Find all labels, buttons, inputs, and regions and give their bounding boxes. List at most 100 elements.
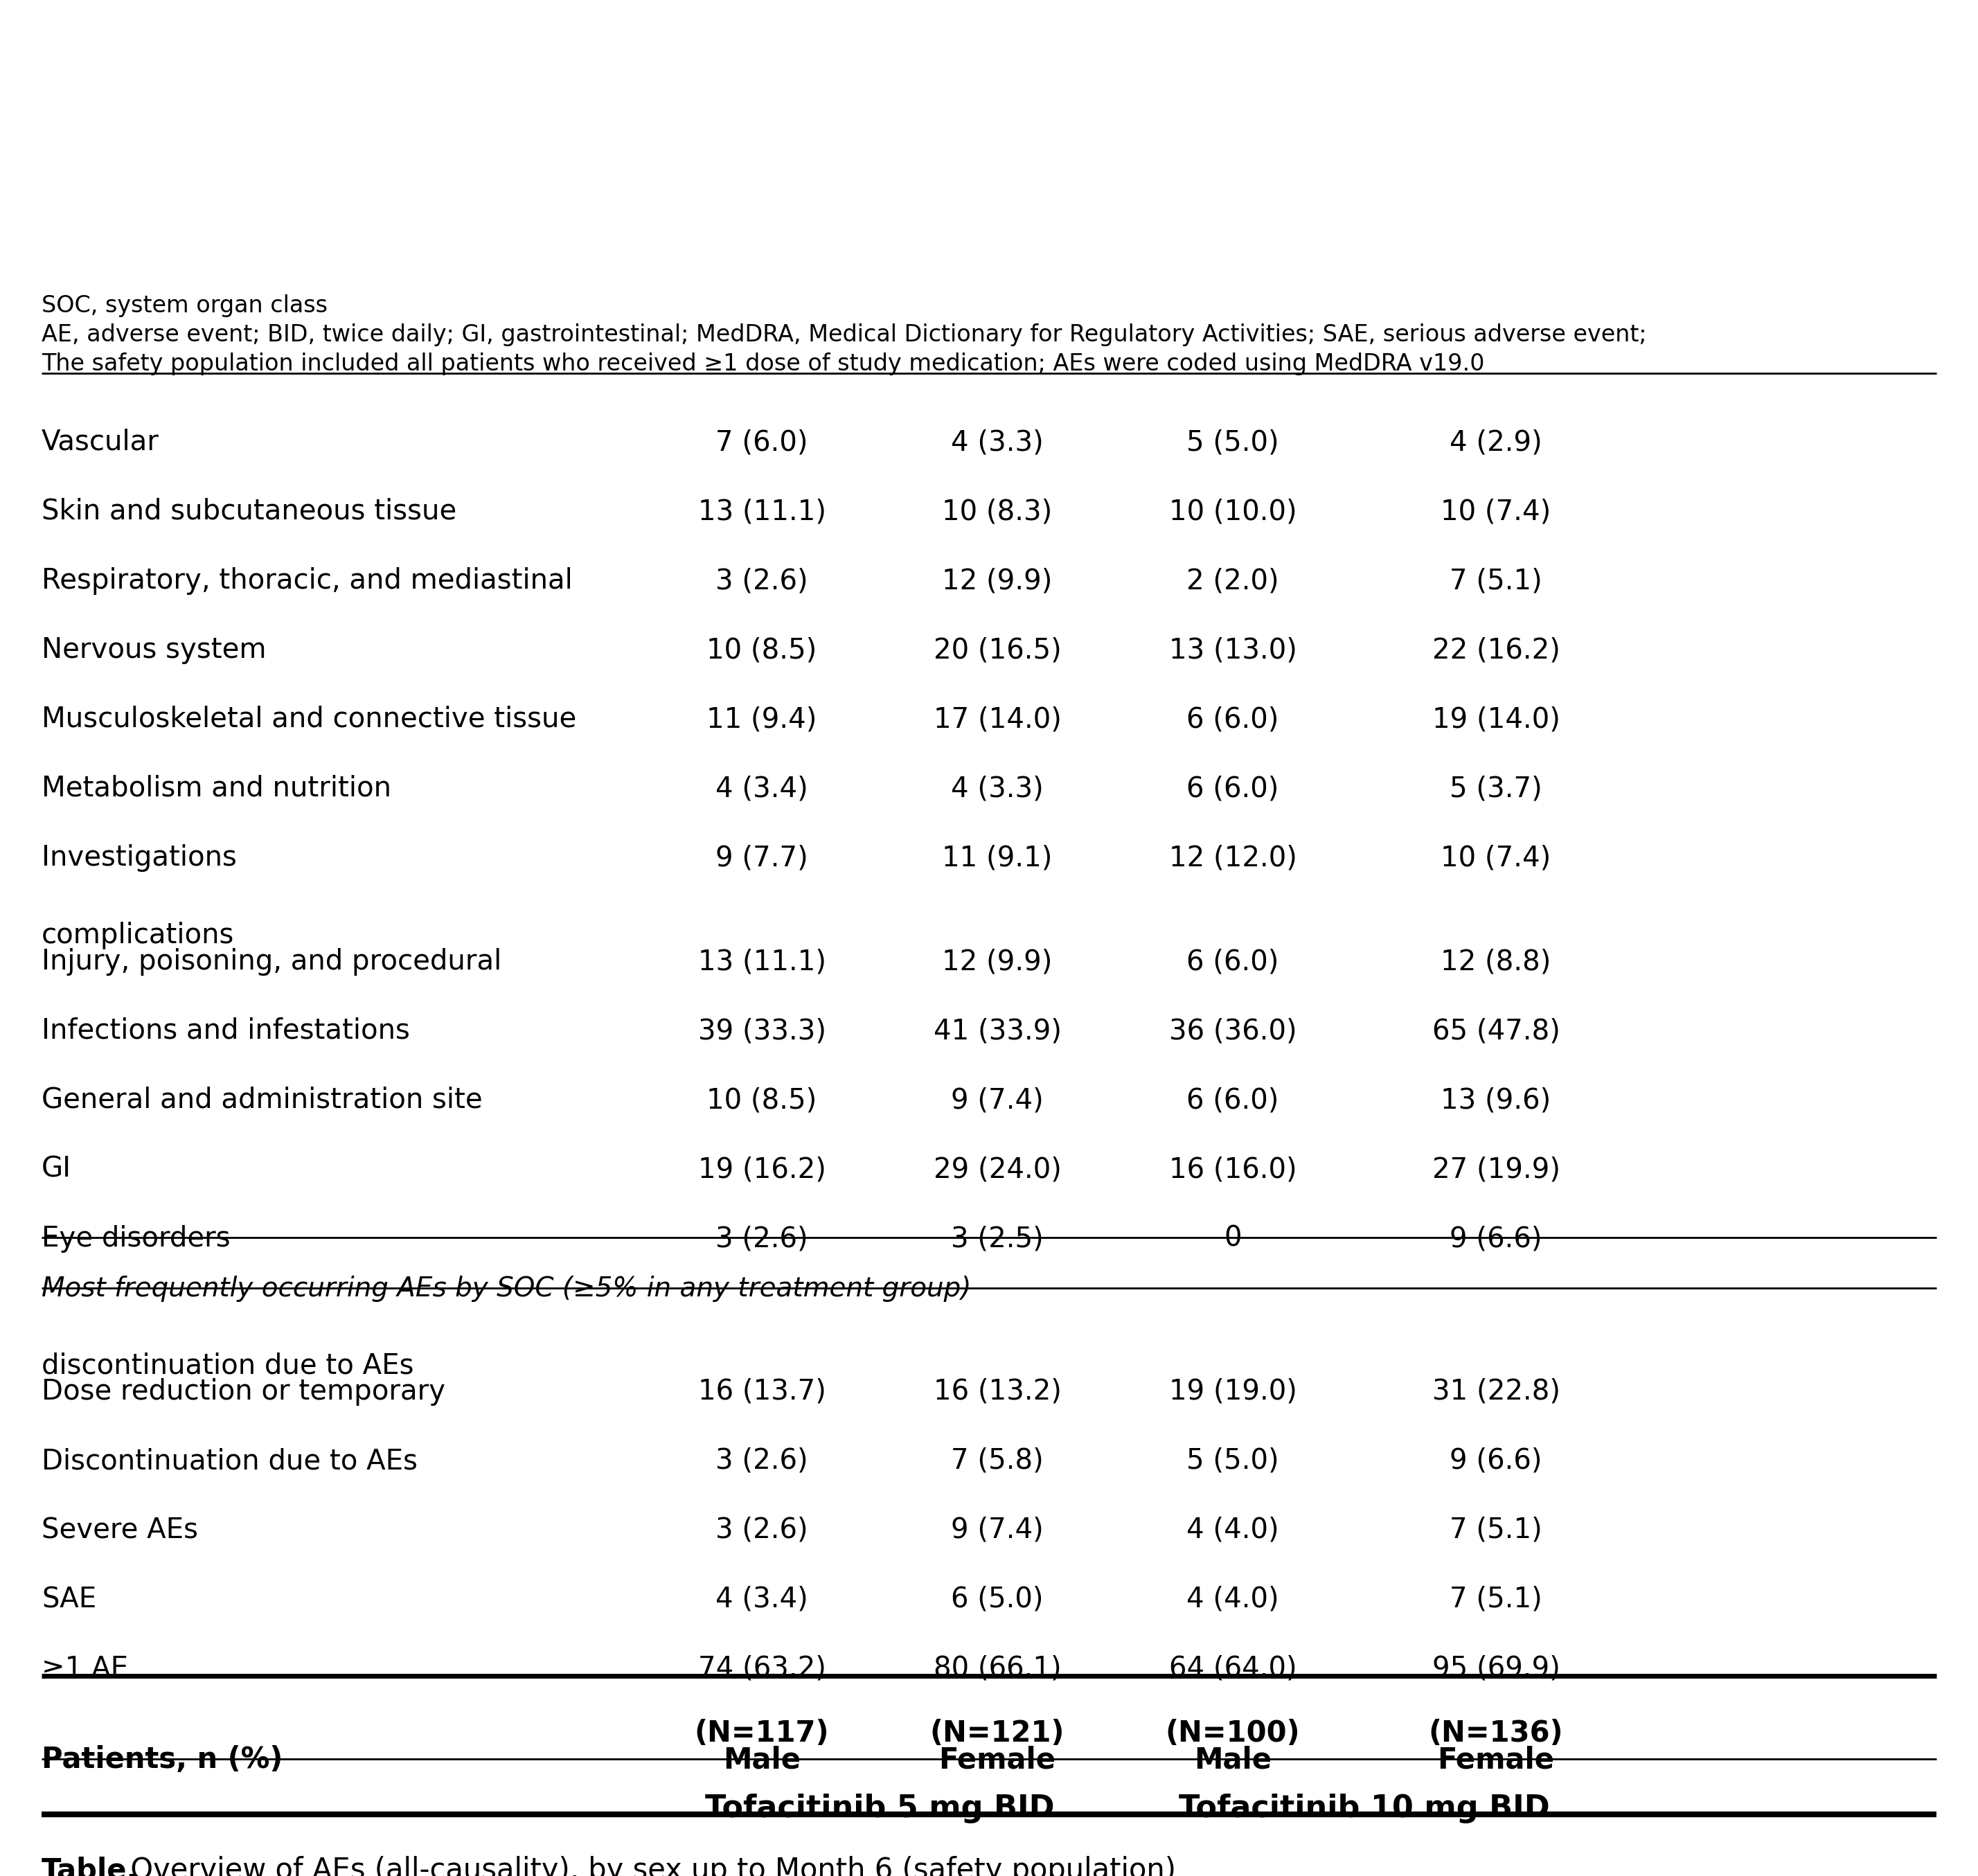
Text: Vascular: Vascular [42, 428, 158, 456]
Text: (N=117): (N=117) [694, 1718, 829, 1748]
Text: General and administration site: General and administration site [42, 1086, 483, 1114]
Text: 0: 0 [1224, 1225, 1242, 1253]
Text: 5 (5.0): 5 (5.0) [1187, 428, 1280, 456]
Text: 16 (13.7): 16 (13.7) [698, 1379, 827, 1405]
Text: 19 (14.0): 19 (14.0) [1432, 705, 1561, 734]
Text: Severe AEs: Severe AEs [42, 1516, 198, 1544]
Text: 12 (8.8): 12 (8.8) [1440, 947, 1551, 976]
Text: 17 (14.0): 17 (14.0) [934, 705, 1062, 734]
Text: Dose reduction or temporary: Dose reduction or temporary [42, 1379, 445, 1405]
Text: 19 (19.0): 19 (19.0) [1169, 1379, 1298, 1405]
Text: Male: Male [1195, 1745, 1272, 1775]
Text: 12 (9.9): 12 (9.9) [942, 947, 1052, 976]
Text: Infections and infestations: Infections and infestations [42, 1017, 409, 1045]
Text: (N=136): (N=136) [1428, 1718, 1563, 1748]
Text: 13 (11.1): 13 (11.1) [698, 497, 827, 525]
Text: complications: complications [42, 921, 233, 949]
Text: 12 (9.9): 12 (9.9) [942, 567, 1052, 595]
Text: 3 (2.6): 3 (2.6) [716, 1448, 809, 1475]
Text: Female: Female [940, 1745, 1056, 1775]
Text: 41 (33.9): 41 (33.9) [934, 1017, 1062, 1045]
Text: Tofacitinib 5 mg BID: Tofacitinib 5 mg BID [704, 1793, 1054, 1823]
Text: 10 (8.5): 10 (8.5) [706, 1086, 817, 1114]
Text: Patients, n (%): Patients, n (%) [42, 1745, 283, 1775]
Text: ≥1 AE: ≥1 AE [42, 1655, 129, 1683]
Text: 2 (2.0): 2 (2.0) [1187, 567, 1280, 595]
Text: 80 (66.1): 80 (66.1) [934, 1655, 1062, 1683]
Text: 4 (3.3): 4 (3.3) [951, 428, 1044, 456]
Text: 29 (24.0): 29 (24.0) [934, 1156, 1062, 1184]
Text: 9 (6.6): 9 (6.6) [1450, 1448, 1543, 1475]
Text: 31 (22.8): 31 (22.8) [1432, 1379, 1561, 1405]
Text: 65 (47.8): 65 (47.8) [1432, 1017, 1561, 1045]
Text: 10 (8.5): 10 (8.5) [706, 636, 817, 664]
Text: 19 (16.2): 19 (16.2) [698, 1156, 827, 1184]
Text: 13 (9.6): 13 (9.6) [1440, 1086, 1551, 1114]
Text: 20 (16.5): 20 (16.5) [934, 636, 1062, 664]
Text: AE, adverse event; BID, twice daily; GI, gastrointestinal; MedDRA, Medical Dicti: AE, adverse event; BID, twice daily; GI,… [42, 323, 1648, 347]
Text: 3 (2.6): 3 (2.6) [716, 1225, 809, 1253]
Text: 4 (3.4): 4 (3.4) [716, 1585, 809, 1613]
Text: 39 (33.3): 39 (33.3) [698, 1017, 827, 1045]
Text: 10 (7.4): 10 (7.4) [1440, 844, 1551, 872]
Text: 7 (5.1): 7 (5.1) [1450, 1516, 1543, 1544]
Text: 7 (5.1): 7 (5.1) [1450, 567, 1543, 595]
Text: 10 (10.0): 10 (10.0) [1169, 497, 1298, 525]
Text: 74 (63.2): 74 (63.2) [698, 1655, 827, 1683]
Text: 16 (16.0): 16 (16.0) [1169, 1156, 1298, 1184]
Text: 7 (5.8): 7 (5.8) [951, 1448, 1044, 1475]
Text: Most frequently occurring AEs by SOC (≥5% in any treatment group): Most frequently occurring AEs by SOC (≥5… [42, 1276, 971, 1302]
Text: 36 (36.0): 36 (36.0) [1169, 1017, 1298, 1045]
Text: Musculoskeletal and connective tissue: Musculoskeletal and connective tissue [42, 705, 576, 734]
Text: Table.: Table. [42, 1855, 138, 1876]
Text: 9 (7.4): 9 (7.4) [951, 1516, 1044, 1544]
Text: discontinuation due to AEs: discontinuation due to AEs [42, 1353, 413, 1379]
Text: Investigations: Investigations [42, 844, 237, 872]
Text: Overview of AEs (all-causality), by sex up to Month 6 (safety population): Overview of AEs (all-causality), by sex … [121, 1855, 1177, 1876]
Text: 95 (69.9): 95 (69.9) [1432, 1655, 1561, 1683]
Text: 3 (2.5): 3 (2.5) [951, 1225, 1044, 1253]
Text: 7 (5.1): 7 (5.1) [1450, 1585, 1543, 1613]
Text: SOC, system organ class: SOC, system organ class [42, 295, 328, 317]
Text: 4 (3.4): 4 (3.4) [716, 775, 809, 803]
Text: 4 (2.9): 4 (2.9) [1450, 428, 1543, 456]
Text: Eye disorders: Eye disorders [42, 1225, 229, 1253]
Text: 6 (6.0): 6 (6.0) [1187, 705, 1280, 734]
Text: 64 (64.0): 64 (64.0) [1169, 1655, 1298, 1683]
Text: 11 (9.1): 11 (9.1) [942, 844, 1052, 872]
Text: 7 (6.0): 7 (6.0) [716, 428, 809, 456]
Text: 4 (3.3): 4 (3.3) [951, 775, 1044, 803]
Text: 9 (6.6): 9 (6.6) [1450, 1225, 1543, 1253]
Text: 6 (6.0): 6 (6.0) [1187, 1086, 1280, 1114]
Text: 5 (5.0): 5 (5.0) [1187, 1448, 1280, 1475]
Text: Tofacitinib 10 mg BID: Tofacitinib 10 mg BID [1179, 1793, 1551, 1823]
Text: 10 (7.4): 10 (7.4) [1440, 497, 1551, 525]
Text: 12 (12.0): 12 (12.0) [1169, 844, 1298, 872]
Text: 6 (6.0): 6 (6.0) [1187, 775, 1280, 803]
Text: Injury, poisoning, and procedural: Injury, poisoning, and procedural [42, 947, 502, 976]
Text: 3 (2.6): 3 (2.6) [716, 1516, 809, 1544]
Text: 4 (4.0): 4 (4.0) [1187, 1516, 1280, 1544]
Text: 22 (16.2): 22 (16.2) [1432, 636, 1561, 664]
Text: Skin and subcutaneous tissue: Skin and subcutaneous tissue [42, 497, 457, 525]
Text: Respiratory, thoracic, and mediastinal: Respiratory, thoracic, and mediastinal [42, 567, 572, 595]
Text: Discontinuation due to AEs: Discontinuation due to AEs [42, 1448, 417, 1475]
Text: GI: GI [42, 1156, 71, 1184]
Text: 13 (13.0): 13 (13.0) [1169, 636, 1298, 664]
Text: 9 (7.4): 9 (7.4) [951, 1086, 1044, 1114]
Text: The safety population included all patients who received ≥1 dose of study medica: The safety population included all patie… [42, 353, 1485, 375]
Text: 9 (7.7): 9 (7.7) [716, 844, 809, 872]
Text: 27 (19.9): 27 (19.9) [1432, 1156, 1561, 1184]
Text: 4 (4.0): 4 (4.0) [1187, 1585, 1280, 1613]
Text: 13 (11.1): 13 (11.1) [698, 947, 827, 976]
Text: 16 (13.2): 16 (13.2) [934, 1379, 1062, 1405]
Text: Metabolism and nutrition: Metabolism and nutrition [42, 775, 392, 803]
Text: 10 (8.3): 10 (8.3) [942, 497, 1052, 525]
Text: 5 (3.7): 5 (3.7) [1450, 775, 1543, 803]
Text: Male: Male [724, 1745, 801, 1775]
Text: (N=100): (N=100) [1165, 1718, 1300, 1748]
Text: 11 (9.4): 11 (9.4) [706, 705, 817, 734]
Text: (N=121): (N=121) [930, 1718, 1064, 1748]
Text: SAE: SAE [42, 1585, 97, 1613]
Text: 6 (6.0): 6 (6.0) [1187, 947, 1280, 976]
